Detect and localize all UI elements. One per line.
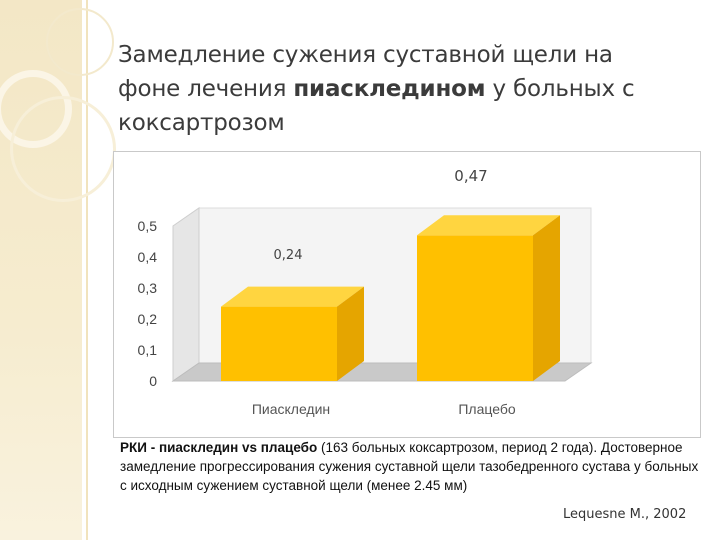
chart-side-wall — [172, 207, 200, 382]
bar-front — [417, 235, 533, 381]
decorative-circle — [10, 96, 116, 202]
data-label: 0,24 — [274, 248, 303, 263]
data-label: 0,47 — [454, 167, 487, 185]
y-tick-label: 0,1 — [138, 342, 158, 358]
decorative-circle — [46, 8, 114, 76]
decorative-line — [86, 0, 88, 540]
bar-top — [417, 215, 560, 236]
title-part1: Замедление сужения суставной щели на фон… — [118, 42, 613, 102]
y-tick-label: 0,2 — [138, 311, 158, 327]
bar-front — [221, 306, 337, 381]
title-bold: пиаскледином — [293, 76, 486, 102]
caption-bold: РКИ - пиаскледин vs плацебо — [120, 440, 318, 455]
caption-rest: (163 больных коксартрозом, период 2 года… — [120, 440, 699, 493]
y-tick-label: 0,4 — [138, 249, 158, 265]
bar-side — [533, 215, 560, 381]
y-tick-label: 0,5 — [138, 218, 158, 234]
citation: Lequesne M., 2002 — [563, 507, 687, 522]
slide-title: Замедление сужения суставной щели на фон… — [118, 38, 678, 140]
y-tick-label: 0 — [149, 373, 157, 389]
x-category-label: Плацебо — [458, 401, 516, 417]
bar-side — [337, 286, 364, 381]
x-category-label: Пиаскледин — [252, 401, 330, 417]
bar-top — [221, 286, 364, 307]
title-part2: у больных с коксартрозом — [118, 76, 635, 136]
y-tick-label: 0,3 — [138, 280, 158, 296]
caption: РКИ - пиаскледин vs плацебо (163 больных… — [120, 438, 700, 495]
